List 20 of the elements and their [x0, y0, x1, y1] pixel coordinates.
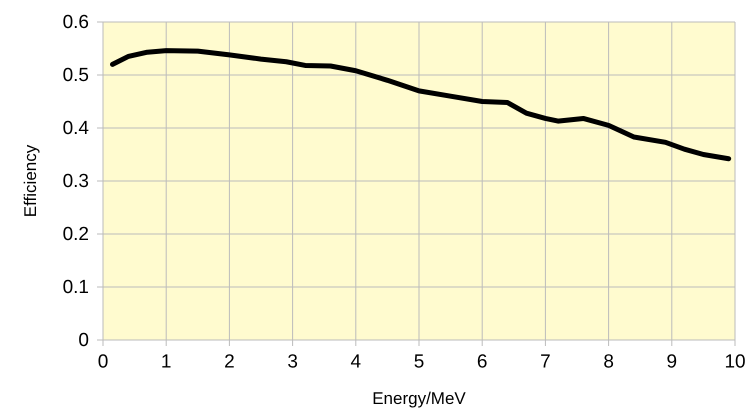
x-tick-label: 8 — [603, 351, 614, 372]
y-tick-label: 0 — [78, 330, 89, 352]
y-tick-label: 0.3 — [62, 171, 89, 192]
x-tick-label: 5 — [414, 351, 424, 372]
x-tick-label: 10 — [724, 351, 746, 372]
y-tick-label: 0.4 — [62, 118, 90, 140]
x-tick-label: 1 — [160, 351, 172, 372]
x-tick-label: 4 — [350, 351, 362, 372]
y-axis-title: Efficiency — [21, 144, 40, 218]
y-tick-label: 0.5 — [62, 65, 89, 86]
x-tick-label: 0 — [98, 351, 108, 372]
x-tick-label: 9 — [666, 351, 678, 372]
y-tick-label: 0.1 — [62, 277, 89, 298]
y-tick-label: 0.2 — [62, 224, 89, 246]
x-axis-title: Energy/MeV — [372, 389, 466, 408]
x-tick-label: 6 — [476, 351, 488, 372]
x-tick-label: 2 — [224, 351, 235, 372]
x-tick-label: 7 — [540, 351, 551, 372]
x-tick-label: 3 — [287, 351, 298, 372]
y-tick-label: 0.6 — [62, 12, 89, 34]
